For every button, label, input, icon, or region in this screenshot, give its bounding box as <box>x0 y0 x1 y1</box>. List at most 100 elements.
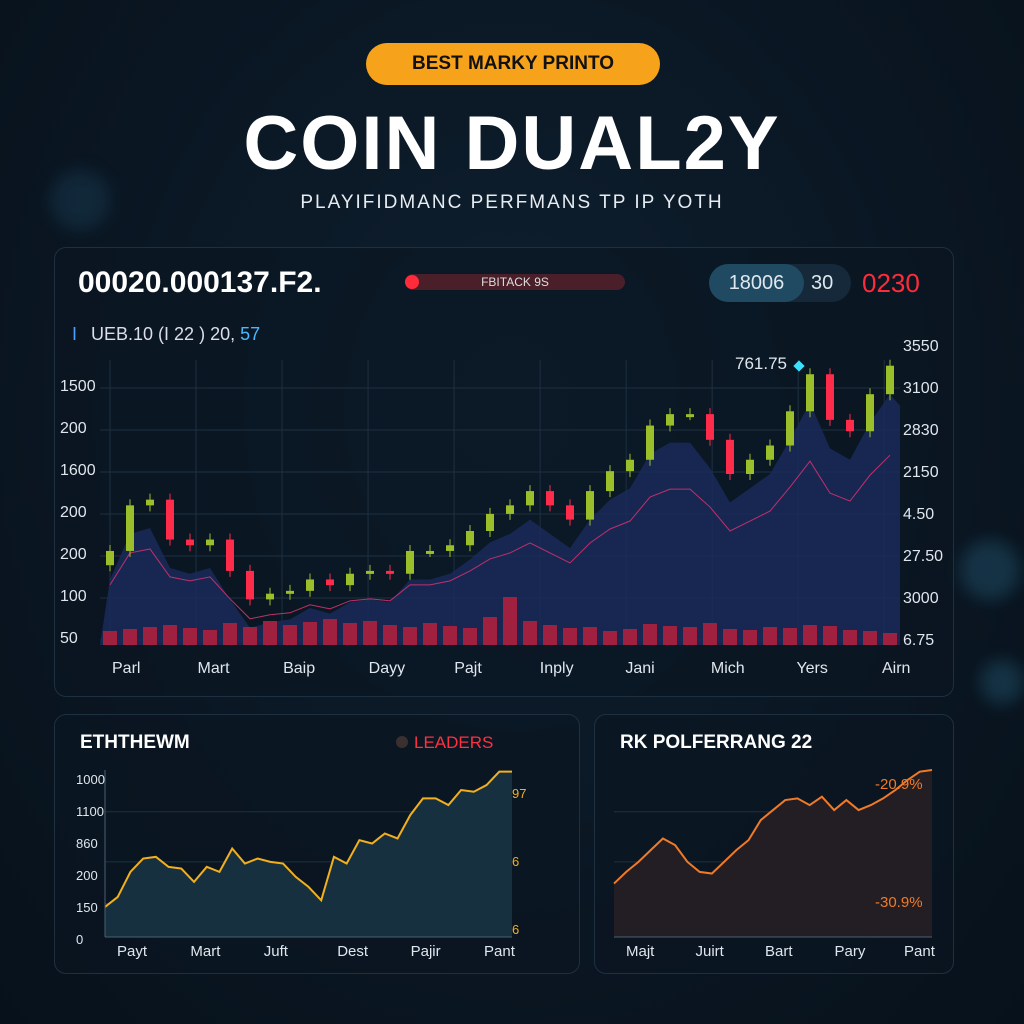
candle <box>346 573 354 586</box>
candle <box>106 550 114 566</box>
y-right-tick: 97 <box>512 786 527 801</box>
y-tick: 1000 <box>76 772 105 787</box>
y-right-tick: 27.50 <box>903 548 944 565</box>
x-tick: Majt <box>626 943 655 960</box>
chart-legend: I UEB.10 (I 22 ) 20, 57 <box>72 324 260 345</box>
status-pill[interactable]: FBITACK 9S <box>405 274 625 290</box>
candle <box>706 414 714 440</box>
x-tick: Jani <box>625 660 655 677</box>
volume-bar <box>103 631 117 645</box>
candle <box>726 439 734 474</box>
candle <box>866 394 874 432</box>
x-tick: Airn <box>882 660 911 677</box>
candle <box>206 539 214 546</box>
pill-label: FBITACK 9S <box>481 275 549 289</box>
x-tick: Pary <box>834 943 866 960</box>
range-toggle[interactable]: 18006 30 <box>709 264 851 302</box>
moving-average-line <box>109 454 891 620</box>
volume-bar <box>723 629 737 645</box>
y-right-tick: 3000 <box>903 590 939 607</box>
y-left-tick: 100 <box>60 588 87 605</box>
volume-bar <box>883 633 897 645</box>
y-right-tick: 3100 <box>903 380 939 397</box>
area-fill <box>614 770 932 937</box>
candle <box>386 570 394 574</box>
legend-label: LEADERS <box>414 733 494 752</box>
volume-bar <box>803 625 817 645</box>
change-value: 0230 <box>862 268 920 298</box>
area-fill <box>105 771 512 937</box>
candle <box>166 499 174 540</box>
bg-glow <box>980 660 1024 704</box>
y-left-tick: 200 <box>60 420 87 437</box>
volume-bar <box>303 622 317 645</box>
volume-bar <box>283 625 297 645</box>
x-tick: Pant <box>484 943 515 960</box>
volume-bar <box>383 625 397 645</box>
x-tick: Juirt <box>695 943 724 960</box>
volume-bar <box>783 628 797 645</box>
candle <box>486 513 494 531</box>
candle <box>746 459 754 474</box>
volume-bar <box>663 626 677 645</box>
volume-bar <box>823 626 837 645</box>
candle <box>426 550 434 554</box>
y-right-tick: 6.75 <box>903 632 935 649</box>
series-line <box>613 769 933 885</box>
page-subtitle: PLAYIFIDMANC PERFMANS TP IP YOTH <box>300 192 724 213</box>
x-tick: Mart <box>190 943 221 960</box>
candle <box>806 374 814 412</box>
bg-glow <box>960 540 1020 600</box>
legend-text: UEB.10 (I 22 ) 20, <box>91 324 236 344</box>
volume-bar <box>323 619 337 645</box>
candle <box>506 505 514 514</box>
candle <box>606 471 614 492</box>
legend-icon: I <box>72 324 78 344</box>
volume-bar <box>763 627 777 645</box>
volume-bar <box>343 623 357 645</box>
y-right-tick: 6 <box>512 922 520 937</box>
candle <box>286 590 294 594</box>
volume-bar <box>683 627 697 645</box>
candle <box>546 491 554 506</box>
price-area <box>100 394 900 645</box>
volume-bar <box>163 625 177 645</box>
volume-bar <box>363 621 377 645</box>
y-left-tick: 1500 <box>60 378 96 395</box>
x-tick: Juft <box>263 943 288 960</box>
candle <box>666 414 674 426</box>
range-option[interactable]: 18006 <box>709 264 804 302</box>
volume-bar <box>563 628 577 645</box>
y-right-tick: 2830 <box>903 422 939 439</box>
volume-bar <box>183 628 197 645</box>
volume-bar <box>583 627 597 645</box>
candle <box>766 445 774 460</box>
volume-bar <box>423 623 437 645</box>
volume-bar <box>523 621 537 645</box>
price-readout: 00020.000137.F2. <box>78 266 322 299</box>
candle <box>126 505 134 551</box>
candle <box>406 550 414 574</box>
y-left-tick: 1600 <box>60 462 96 479</box>
volume-bar <box>843 630 857 645</box>
range-option[interactable]: 30 <box>811 272 834 294</box>
volume-bar <box>863 631 877 645</box>
x-tick: Mich <box>710 660 745 677</box>
volume-bar <box>503 597 517 645</box>
candle <box>466 531 474 546</box>
y-left-tick: 200 <box>60 546 87 563</box>
volume-bar <box>643 624 657 645</box>
page-title: COIN DUAL2Y <box>243 101 781 186</box>
candle <box>586 491 594 520</box>
price-annotation: 761.75 <box>735 354 787 373</box>
x-tick: Pajt <box>454 660 482 677</box>
eth-title: ETHTHEWM <box>80 732 190 753</box>
y-tick: 0 <box>76 932 84 947</box>
candle <box>146 499 154 506</box>
status-dot-icon <box>405 275 419 289</box>
candle <box>306 579 314 591</box>
candle <box>566 505 574 520</box>
x-tick: Pajir <box>410 943 441 960</box>
y-tick: 1100 <box>76 804 104 819</box>
annotation: -20.9% <box>875 776 923 793</box>
